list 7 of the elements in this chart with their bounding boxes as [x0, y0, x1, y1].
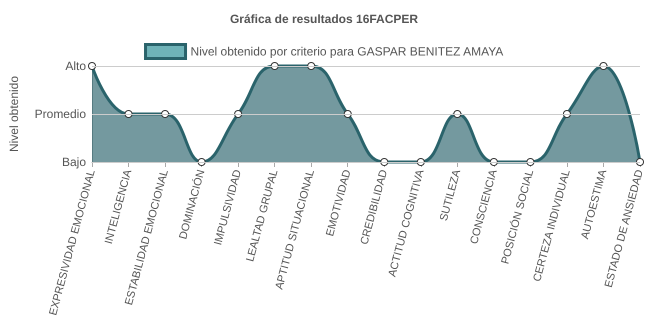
- ref-line-label: Promedio: [34, 107, 86, 121]
- chart-title: Gráfica de resultados 16FACPER: [230, 12, 418, 26]
- legend-label: Nivel obtenido por criterio para GASPAR BENITEZ AMAYA: [190, 44, 504, 58]
- ref-line-label: Bajo: [62, 155, 86, 169]
- ref-line-label: Alto: [65, 59, 86, 73]
- y-axis-title: Nivel obtenido: [7, 76, 21, 152]
- x-tick-label: LEALTAD GRUPAL: [244, 168, 280, 264]
